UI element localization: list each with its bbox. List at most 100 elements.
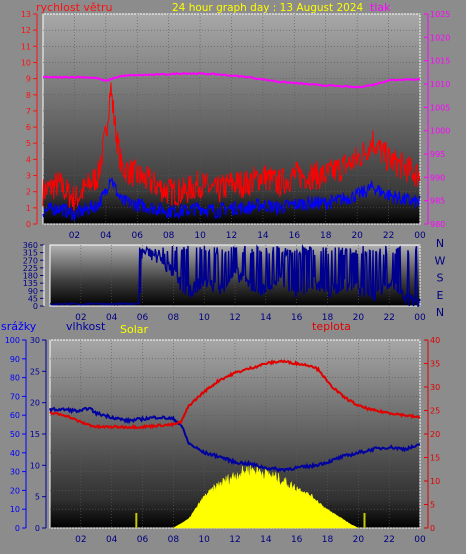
temperature-y-tick-label: 40 xyxy=(430,336,440,345)
compass-label-2: S xyxy=(437,272,444,285)
direction-panel-x-tick-label: 08 xyxy=(168,313,180,323)
temperature-axis-label: teplota xyxy=(312,320,351,333)
direction-y-tick-label: 360 xyxy=(23,241,38,250)
direction-panel-x-tick-label: 00 xyxy=(414,313,426,323)
gust-series xyxy=(42,82,421,213)
humidity-y-tick-label: 25 xyxy=(30,367,40,376)
wind-panel-x-tick-label: 20 xyxy=(351,231,363,241)
wind-y-tick-label: 4 xyxy=(26,155,31,164)
wind-y-tick-label: 10 xyxy=(21,58,31,67)
humidity-y-tick-label: 0 xyxy=(35,524,40,533)
rain-y-tick-label: 40 xyxy=(10,449,20,458)
climate-panel-x-tick-label: 14 xyxy=(260,535,272,545)
climate-panel-x-tick-label: 18 xyxy=(322,535,334,545)
direction-y-tick-label: 45 xyxy=(28,294,38,303)
wind-y-tick-label: 0 xyxy=(26,220,31,229)
rain-y-tick-label: 80 xyxy=(10,374,20,383)
direction-y-tick-label: 225 xyxy=(23,264,38,273)
compass-label-1: W xyxy=(435,254,446,267)
pressure-y-tick-label: 985 xyxy=(430,197,445,206)
pressure-y-tick-label: 1025 xyxy=(430,10,450,19)
rain-y-tick-label: 30 xyxy=(10,468,20,477)
wind-y-tick-label: 6 xyxy=(26,123,31,132)
wind-panel-x-tick-label: 10 xyxy=(194,231,206,241)
temperature-series xyxy=(49,359,421,431)
climate-panel-x-tick-label: 00 xyxy=(414,535,426,545)
direction-panel-x-tick-label: 02 xyxy=(75,313,86,323)
wind-panel-x-tick-label: 02 xyxy=(69,231,80,241)
wind-y-tick-label: 1 xyxy=(26,204,31,213)
wind-y-tick-label: 7 xyxy=(26,107,31,116)
temperature-y-tick-label: 15 xyxy=(430,454,440,463)
temperature-y-tick-label: 10 xyxy=(430,477,440,486)
rain-y-tick-label: 0 xyxy=(15,524,20,533)
wind-y-tick-label: 13 xyxy=(21,10,31,19)
humidity-y-tick-label: 15 xyxy=(30,430,40,439)
wind-panel-x-tick-label: 04 xyxy=(100,231,112,241)
direction-y-tick-label: 0 xyxy=(33,302,38,311)
temperature-y-tick-label: 0 xyxy=(430,524,435,533)
pressure-y-tick-label: 980 xyxy=(430,220,445,229)
rain-y-tick-label: 60 xyxy=(10,411,20,420)
direction-panel-x-tick-label: 10 xyxy=(198,313,210,323)
humidity-y-tick-label: 10 xyxy=(30,461,40,470)
rain-y-tick-label: 100 xyxy=(5,336,20,345)
climate-panel-x-tick-label: 06 xyxy=(137,535,149,545)
rain-y-tick-label: 50 xyxy=(10,430,20,439)
wind-axis-label: rychlost větru xyxy=(36,1,112,14)
solar-axis-label: Solar xyxy=(120,323,149,336)
direction-y-tick-label: 180 xyxy=(23,272,38,281)
wind-avg-series xyxy=(42,177,421,221)
pressure-y-tick-label: 1015 xyxy=(430,57,450,66)
humidity-y-tick-label: 5 xyxy=(35,493,40,502)
direction-panel-x-tick-label: 22 xyxy=(383,313,394,323)
direction-y-tick-label: 90 xyxy=(28,287,38,296)
rain-axis-label: srážky xyxy=(1,320,37,333)
humidity-axis-label: vlhkost xyxy=(66,320,106,333)
wind-panel-x-tick-label: 14 xyxy=(257,231,269,241)
pressure-axis-label: tlak xyxy=(370,1,391,14)
direction-panel-x-tick-label: 20 xyxy=(353,313,365,323)
compass-label-3: E xyxy=(437,289,444,302)
rain-y-tick-label: 10 xyxy=(10,505,20,514)
wind-panel-x-tick-label: 12 xyxy=(226,231,237,241)
humidity-y-tick-label: 20 xyxy=(30,399,40,408)
wind-y-tick-label: 5 xyxy=(26,139,31,148)
climate-panel-x-tick-label: 12 xyxy=(229,535,240,545)
climate-panel-x-tick-label: 04 xyxy=(106,535,118,545)
wind-y-tick-label: 3 xyxy=(26,172,31,181)
compass-label-0: N xyxy=(436,237,444,250)
direction-panel-x-tick-label: 06 xyxy=(137,313,149,323)
temperature-y-tick-label: 30 xyxy=(430,383,440,392)
pressure-series xyxy=(43,72,421,89)
wind-y-tick-label: 12 xyxy=(21,26,31,35)
direction-panel-x-tick-label: 12 xyxy=(229,313,240,323)
climate-panel-x-tick-label: 02 xyxy=(75,535,86,545)
pressure-y-tick-label: 990 xyxy=(430,173,445,182)
climate-panel-x-tick-label: 22 xyxy=(383,535,394,545)
pressure-y-tick-label: 1005 xyxy=(430,103,450,112)
rain-y-tick-label: 20 xyxy=(10,486,20,495)
temperature-y-tick-label: 25 xyxy=(430,407,440,416)
rain-y-tick-label: 70 xyxy=(10,392,20,401)
humidity-series xyxy=(49,406,421,473)
rain-y-tick-label: 90 xyxy=(10,355,20,364)
wind-y-tick-label: 11 xyxy=(21,42,31,51)
compass-label-4: N xyxy=(436,306,444,319)
climate-panel-x-tick-label: 20 xyxy=(353,535,365,545)
wind-panel-x-tick-label: 18 xyxy=(320,231,332,241)
pressure-y-tick-label: 995 xyxy=(430,150,445,159)
wind-y-tick-label: 9 xyxy=(26,75,31,84)
wind-y-tick-label: 8 xyxy=(26,91,31,100)
wind-panel-x-tick-label: 00 xyxy=(414,231,426,241)
direction-panel-x-tick-label: 18 xyxy=(322,313,334,323)
direction-y-tick-label: 315 xyxy=(23,249,38,258)
direction-panel-x-tick-label: 04 xyxy=(106,313,118,323)
temperature-y-tick-label: 35 xyxy=(430,360,440,369)
wind-panel-x-tick-label: 08 xyxy=(163,231,175,241)
direction-panel-x-tick-label: 16 xyxy=(291,313,303,323)
temperature-y-tick-label: 20 xyxy=(430,430,440,439)
wind-y-tick-label: 2 xyxy=(26,188,31,197)
pressure-y-tick-label: 1020 xyxy=(430,33,450,42)
